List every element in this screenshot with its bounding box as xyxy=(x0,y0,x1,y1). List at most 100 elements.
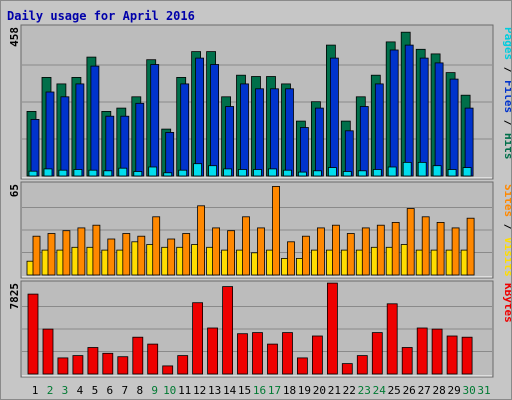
bar-kbytes xyxy=(87,347,99,375)
bar-pages xyxy=(148,166,158,177)
bar-sites xyxy=(391,221,400,276)
bar-kbytes xyxy=(162,365,174,375)
bar-files xyxy=(314,107,324,177)
bar-kbytes xyxy=(252,332,263,375)
panel-visits-sites: 65 Sites / Visits xyxy=(8,181,511,279)
bar-sites xyxy=(32,235,41,276)
bar-sites xyxy=(436,221,445,276)
x-tick-label: 13 xyxy=(208,384,221,397)
bar-sites xyxy=(152,216,161,276)
bar-kbytes xyxy=(57,357,69,375)
bar-kbytes xyxy=(72,355,84,375)
bar-kbytes xyxy=(341,363,353,375)
x-tick-label: 25 xyxy=(388,384,401,397)
bar-files xyxy=(30,119,40,177)
bar-kbytes xyxy=(446,335,458,375)
bar-kbytes xyxy=(267,343,278,375)
x-tick-label: 30 xyxy=(462,384,475,397)
legend-segment: / xyxy=(502,60,511,80)
bar-files xyxy=(240,83,249,177)
bar-files xyxy=(285,88,294,177)
bar-kbytes xyxy=(386,303,398,375)
bar-sites xyxy=(242,216,250,276)
bar-kbytes xyxy=(356,355,368,375)
bar-sites xyxy=(107,238,116,276)
bar-sites xyxy=(466,217,475,276)
bar-sites xyxy=(197,205,206,276)
x-tick-label: 26 xyxy=(403,384,416,397)
bar-sites xyxy=(287,241,295,276)
bar-kbytes xyxy=(117,356,129,375)
bar-pages xyxy=(417,161,427,177)
legend-segment: Hits xyxy=(502,133,511,160)
panel-max-label: 7825 xyxy=(8,283,21,310)
bar-files xyxy=(344,130,354,177)
bar-kbytes xyxy=(416,327,428,375)
bar-files xyxy=(105,115,115,177)
bar-files xyxy=(464,107,474,177)
bar-sites xyxy=(167,238,176,276)
bar-files xyxy=(180,83,190,177)
bar-files xyxy=(135,102,145,177)
x-tick-label: 8 xyxy=(136,384,143,397)
bar-sites xyxy=(376,224,385,276)
x-tick-label: 2 xyxy=(47,384,54,397)
bar-pages xyxy=(297,171,307,177)
x-tick-label: 31 xyxy=(477,384,490,397)
bar-sites xyxy=(272,185,280,276)
bar-files xyxy=(389,49,399,177)
x-tick-label: 10 xyxy=(163,384,176,397)
bar-files xyxy=(225,106,235,177)
bar-sites xyxy=(227,230,236,276)
bar-files xyxy=(359,106,369,177)
x-tick-label: 1 xyxy=(32,384,39,397)
bar-pages xyxy=(327,167,337,177)
bar-sites xyxy=(257,227,265,276)
bar-pages xyxy=(88,169,98,177)
bar-pages xyxy=(372,169,382,177)
bar-pages xyxy=(103,170,113,177)
bar-files xyxy=(195,57,205,177)
bar-pages xyxy=(238,169,247,177)
bar-kbytes xyxy=(192,302,204,375)
bar-files xyxy=(404,44,414,177)
bar-sites xyxy=(406,208,415,276)
legend-segment: Pages xyxy=(502,27,511,60)
panel-max-label: 65 xyxy=(8,184,21,197)
x-tick-label: 16 xyxy=(253,384,266,397)
x-tick-label: 23 xyxy=(358,384,371,397)
bar-files xyxy=(90,65,100,177)
legend-segment: / xyxy=(502,217,511,237)
x-tick-label: 12 xyxy=(193,384,206,397)
x-tick-label: 14 xyxy=(223,384,237,397)
bar-kbytes xyxy=(371,332,383,375)
bar-pages xyxy=(193,163,203,177)
bar-kbytes xyxy=(282,332,293,375)
bar-pages xyxy=(178,169,188,177)
bar-sites xyxy=(451,227,460,276)
bar-sites xyxy=(346,233,355,276)
bar-sites xyxy=(331,224,340,276)
bar-kbytes xyxy=(237,333,248,375)
legend-segment: / xyxy=(502,113,511,133)
bar-files xyxy=(449,78,459,177)
bar-sites xyxy=(212,227,221,276)
bar-pages xyxy=(387,166,397,177)
bar-kbytes xyxy=(311,335,323,375)
x-tick-label: 29 xyxy=(447,384,460,397)
bar-files xyxy=(255,88,264,177)
x-tick-label: 5 xyxy=(92,384,99,397)
bar-kbytes xyxy=(132,336,144,375)
panel-legend-label: Sites / Visits xyxy=(502,184,511,277)
bar-pages xyxy=(462,167,472,177)
bar-sites xyxy=(62,230,71,276)
bar-files xyxy=(299,127,309,177)
bar-pages xyxy=(28,170,38,177)
bar-files xyxy=(75,83,85,177)
bar-pages xyxy=(163,172,173,177)
x-axis-day-labels: 1 2 3 4 5 6 7 8 9 10 11 12 13 14 15 16 17 18 19 20 21 22 23 24 2… xyxy=(32,384,491,397)
chart-panels: 458 Pages / Files / Hits 65 Sites / Visits 7… xyxy=(8,24,511,378)
panel-legend-label: Pages / Files / Hits xyxy=(502,27,511,160)
